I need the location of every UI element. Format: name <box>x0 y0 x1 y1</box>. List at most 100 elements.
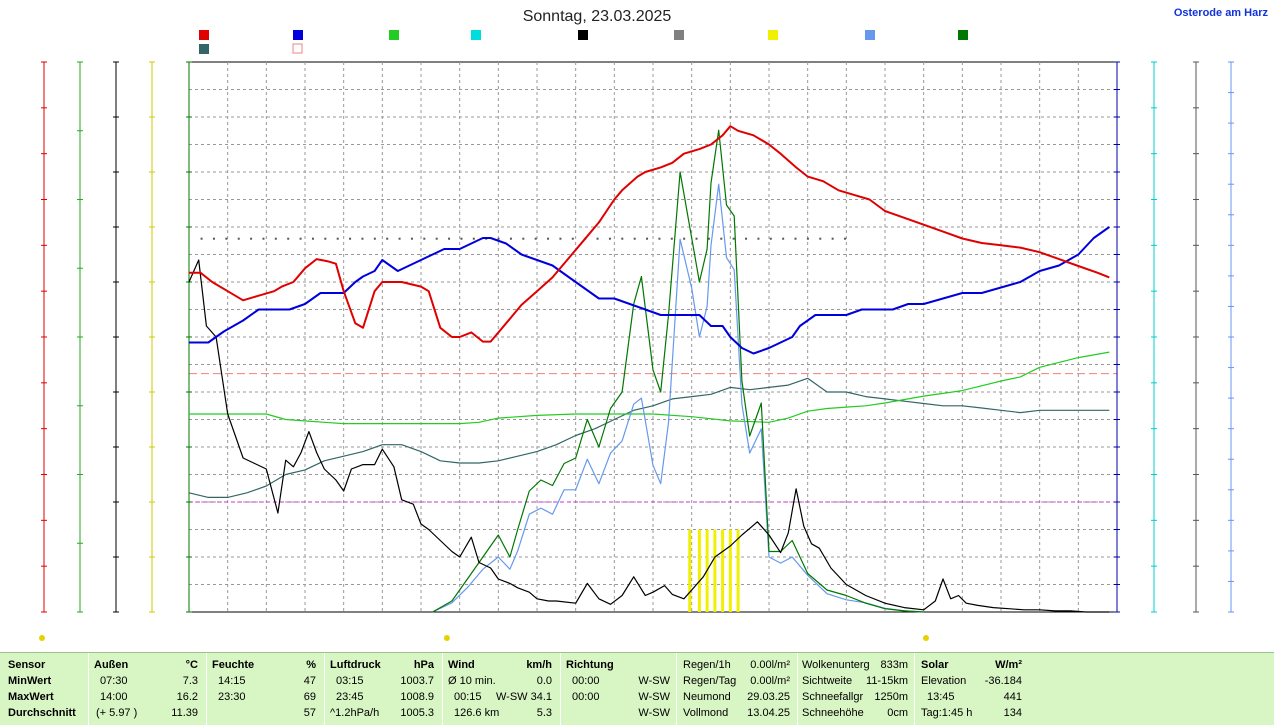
stats-wolken-label: Wolkenunterg <box>802 659 870 671</box>
direction-dot <box>621 237 624 240</box>
direction-dot <box>707 237 710 240</box>
stats-regen-label: Regen/1h <box>683 659 731 671</box>
stats-luftdruck-header: Luftdruck <box>330 659 381 671</box>
legend-swatch <box>865 30 875 40</box>
direction-dot <box>757 237 760 240</box>
direction-dot <box>262 237 265 240</box>
stats-moon-value: 13.04.25 <box>747 707 790 719</box>
stats-feuchte-value: 57 <box>303 707 316 719</box>
stats-wind-unit: km/h <box>526 659 552 671</box>
direction-dot <box>361 237 364 240</box>
stats-aussen-value: 16.2 <box>176 691 198 703</box>
stats-luftdruck-value: 1003.7 <box>400 675 434 687</box>
stats-regen-label: Regen/Tag <box>683 675 737 687</box>
direction-dot <box>324 237 327 240</box>
stats-moon-label: Vollmond <box>683 707 729 719</box>
direction-dot <box>225 237 228 240</box>
direction-dot <box>571 237 574 240</box>
legend-swatch-outline <box>292 43 303 54</box>
stats-wind-time: 126.6 km <box>454 707 500 719</box>
direction-dot <box>844 237 847 240</box>
direction-dot <box>250 237 253 240</box>
sunshine-bar <box>728 529 732 612</box>
stats-solar-label: 13:45 <box>927 691 955 703</box>
plot-grid <box>188 61 1118 613</box>
direction-dot <box>683 237 686 240</box>
direction-dot <box>448 237 451 240</box>
stats-wind-direction: W-SW <box>496 691 528 703</box>
sunshine-bar <box>736 529 740 612</box>
direction-dot <box>819 237 822 240</box>
stats-wolken-label: Schneefallgr <box>802 691 864 703</box>
direction-dot <box>720 237 723 240</box>
stats-luftdruck-time: 03:15 <box>336 675 364 687</box>
stats-aussen-time: 07:30 <box>100 675 128 687</box>
statistics-panel: Sensor MinWert MaxWert Durchschnitt Auße… <box>0 652 1274 725</box>
stats-feuchte-time: 14:15 <box>218 675 246 687</box>
stats-aussen-unit: °C <box>185 659 198 671</box>
stats-solar-value: 134 <box>1003 707 1022 719</box>
direction-dot <box>658 237 661 240</box>
stats-richtung-header: Richtung <box>566 659 614 671</box>
location-label: Osterode am Harz <box>1174 7 1269 19</box>
stats-aussen-time: (+ 5.97 ) <box>96 707 138 719</box>
stats-wind-time: 00:15 <box>454 691 482 703</box>
stats-solar-label: Elevation <box>921 675 967 687</box>
stats-wind-value: 5.3 <box>536 707 552 719</box>
direction-dot <box>608 237 611 240</box>
direction-dot <box>646 237 649 240</box>
direction-dot <box>311 237 314 240</box>
stats-luftdruck-value: 1005.3 <box>400 707 434 719</box>
sun-icon <box>39 635 45 641</box>
stats-richtung-value: W-SW <box>638 675 670 687</box>
stats-solar-unit: W/m² <box>995 659 1022 671</box>
stats-wind-time: Ø 10 min. <box>448 675 496 687</box>
stats-richtung-value: W-SW <box>638 691 670 703</box>
stats-regen-value: 0.00l/m² <box>750 675 790 687</box>
stats-richtung-time: 00:00 <box>572 675 600 687</box>
direction-dot <box>596 237 599 240</box>
stats-feuchte-value: 69 <box>303 691 316 703</box>
direction-dot <box>547 237 550 240</box>
series-line-außen <box>189 125 1110 343</box>
stats-luftdruck-time: 23:45 <box>336 691 364 703</box>
direction-dot <box>509 237 512 240</box>
direction-dot <box>349 237 352 240</box>
direction-dot <box>287 237 290 240</box>
series-line-solar <box>432 129 924 613</box>
direction-dot <box>299 237 302 240</box>
stats-wolken-value: 0cm <box>887 707 908 719</box>
stats-aussen-header: Außen <box>94 659 129 671</box>
series-line-wind <box>188 259 1110 613</box>
legend-swatch <box>293 30 303 40</box>
direction-dot <box>745 237 748 240</box>
stats-wolken-value: 1250m <box>874 691 908 703</box>
stats-wolken-label: Schneehöhe <box>802 707 864 719</box>
direction-dot <box>695 237 698 240</box>
direction-dot <box>782 237 785 240</box>
stats-solar-header: Solar <box>921 659 949 671</box>
stats-wolken-label: Sichtweite <box>802 675 853 687</box>
legend-swatch <box>199 30 209 40</box>
legend-swatch <box>389 30 399 40</box>
direction-dot <box>423 237 426 240</box>
chart-legend <box>199 30 968 54</box>
direction-dot <box>435 237 438 240</box>
legend-swatch <box>768 30 778 40</box>
stats-feuchte-time: 23:30 <box>218 691 246 703</box>
direction-dot <box>373 237 376 240</box>
stats-wind-value: 34.1 <box>530 691 552 703</box>
stats-richtung-time: 00:00 <box>572 691 600 703</box>
stats-moon-value: 29.03.25 <box>747 691 790 703</box>
stats-solar-value: -36.184 <box>984 675 1022 687</box>
sunshine-bar <box>697 529 701 612</box>
legend-swatch <box>958 30 968 40</box>
series-line-luftdruck <box>189 351 1110 425</box>
stats-feuchte-header: Feuchte <box>212 659 255 671</box>
direction-dot <box>769 237 772 240</box>
legend-swatch <box>674 30 684 40</box>
direction-dot <box>831 237 834 240</box>
stats-solar-label: Tag:1:45 h <box>921 707 973 719</box>
stats-regen-value: 0.00l/m² <box>750 659 790 671</box>
stats-richtung-value: W-SW <box>638 707 670 719</box>
